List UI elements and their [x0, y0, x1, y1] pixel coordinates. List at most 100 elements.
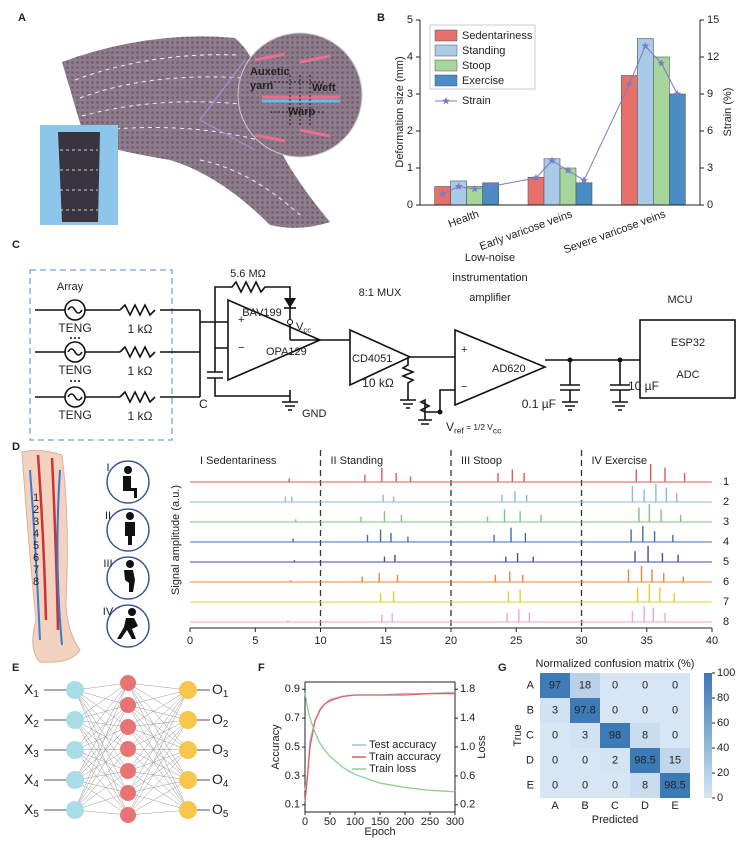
input-label: X1 [24, 681, 39, 700]
y2-axis-label: Loss [476, 735, 488, 759]
heatmap-cell [660, 748, 690, 773]
posture-label: I [106, 462, 109, 474]
circuit-label: AD620 [492, 363, 526, 375]
subscript: 1 [223, 689, 228, 700]
tick-label: 15 [380, 635, 392, 647]
circuit-label: amplifier [469, 292, 511, 304]
legend-label: Train accuracy [369, 751, 441, 763]
input-node [66, 741, 84, 759]
posture-label: III [103, 558, 112, 570]
circuit-label: 1 kΩ [128, 364, 153, 378]
circuit-label: Vref = 1/2 Vcc [446, 420, 501, 436]
illustration-circle [567, 357, 573, 363]
edge [127, 689, 189, 794]
text-part: V [446, 420, 454, 434]
x-axis-label: Epoch [364, 826, 395, 838]
illustration-circle [64, 299, 86, 321]
illustration-path [454, 328, 640, 411]
leg-position-label: 4 [33, 528, 39, 540]
network-edges [74, 682, 189, 816]
tick-label: 10 [314, 635, 326, 647]
illustration-circle [126, 512, 134, 520]
edge [74, 748, 129, 781]
series-label: 3 [723, 516, 729, 528]
text-part: X [24, 741, 34, 757]
edge [127, 779, 189, 816]
illustration-circle [617, 357, 623, 363]
input-label: X2 [24, 711, 39, 730]
edge [74, 704, 129, 811]
curve [304, 692, 455, 802]
text-part: V [296, 321, 304, 333]
strain-marker [470, 184, 479, 193]
edge [74, 748, 129, 811]
edge [74, 749, 129, 794]
illustration-circle [74, 337, 76, 339]
panel-label: D [12, 441, 20, 453]
edge [127, 792, 189, 811]
illustration-path [123, 476, 137, 498]
illustration-circle [78, 380, 80, 382]
illustration-path [199, 59, 256, 151]
hidden-node [120, 785, 136, 801]
edge [127, 682, 189, 781]
illustration-circle [106, 604, 150, 648]
text-part: O [212, 681, 223, 697]
bar [653, 56, 670, 206]
y-axis-label: Accuracy [270, 724, 282, 770]
heatmap-cell [630, 773, 660, 798]
subscript: 1 [33, 689, 38, 700]
tick-label: 40 [706, 635, 718, 647]
edge [74, 726, 129, 781]
panel-label: E [12, 662, 19, 674]
circuit-label: − [238, 342, 244, 354]
y2-axis-label: Strain (%) [722, 88, 734, 137]
subscript: cc [303, 325, 311, 334]
panel-label: B [377, 12, 385, 24]
legend-label: Stoop [462, 60, 491, 72]
illustration-circle [106, 508, 150, 552]
output-node [179, 801, 197, 819]
cell-value: 3 [582, 729, 588, 741]
input-node [66, 711, 84, 729]
edge [127, 682, 189, 721]
circuit-label: + [461, 344, 467, 356]
tick-label: 5 [407, 14, 413, 26]
circuit-label: − [461, 381, 467, 393]
cell-value: 8 [642, 729, 648, 741]
tick-label: 12 [707, 51, 719, 63]
edge [127, 726, 189, 751]
edge [127, 682, 189, 751]
text-part: O [212, 711, 223, 727]
bar [527, 176, 545, 206]
edge [127, 719, 189, 816]
output-label: O4 [212, 771, 229, 790]
edge [74, 770, 129, 811]
edge [127, 719, 189, 728]
cell-value: 0 [552, 754, 558, 766]
edge [74, 689, 129, 750]
circuit-label: Array [57, 281, 84, 293]
y-axis-label: True [512, 724, 524, 746]
edge [74, 779, 129, 794]
tick-label: 150 [371, 816, 389, 828]
tick-label: 0.9 [285, 683, 300, 695]
circuit-label: ADC [676, 369, 699, 381]
edge [127, 748, 189, 811]
circuit-label: + [238, 314, 244, 326]
edge [74, 704, 129, 721]
series-label: 1 [723, 476, 729, 488]
region-label: III Stoop [461, 455, 502, 467]
legend-label: Exercise [462, 75, 504, 87]
circuit-label: 10 µF [628, 379, 659, 393]
illustration-path [35, 309, 228, 398]
text-part: X [24, 681, 34, 697]
cell-value: 0 [582, 754, 588, 766]
edge [74, 726, 129, 811]
illustration-circle [287, 319, 293, 325]
tick-label: 2 [407, 125, 413, 137]
legend-label: Standing [462, 45, 505, 57]
series-label: 4 [723, 536, 729, 548]
illustration-circle [106, 556, 150, 600]
